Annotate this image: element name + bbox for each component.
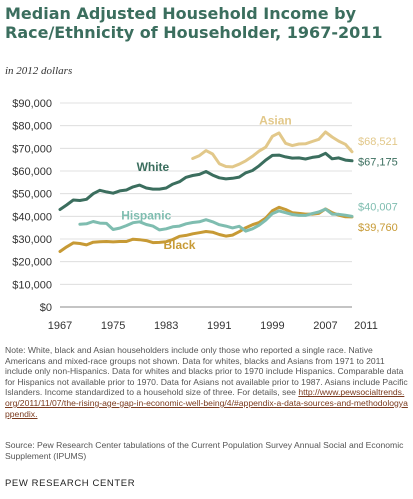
series-line-hispanic xyxy=(78,207,354,233)
series-lines xyxy=(58,130,354,253)
y-tick-label-40000: $40,000 xyxy=(12,211,52,223)
series-labels: White Asian Hispanic Black $67,175 $68,521 $40… xyxy=(121,114,398,253)
series-label-hispanic: Hispanic xyxy=(121,209,171,223)
y-tick-label-30000: $30,000 xyxy=(12,234,52,246)
series-label-white: White xyxy=(137,160,170,174)
y-tick-label-70000: $70,000 xyxy=(12,143,52,155)
organization-name: PEW RESEARCH CENTER xyxy=(5,478,136,489)
chart-note: Note: White, black and Asian householder… xyxy=(5,345,409,419)
x-tick-label-1983: 1983 xyxy=(154,320,178,332)
x-tick-label-1967: 1967 xyxy=(48,320,72,332)
end-value-black: $39,760 xyxy=(358,222,398,234)
chart-source: Source: Pew Research Center tabulations … xyxy=(5,440,404,461)
chart-title: Median Adjusted Household Income by Race… xyxy=(5,4,383,42)
note-text: Note: White, black and Asian householder… xyxy=(5,345,408,398)
x-tick-label-1991: 1991 xyxy=(207,320,231,332)
end-value-asian: $68,521 xyxy=(358,136,398,148)
x-tick-label-1999: 1999 xyxy=(260,320,284,332)
series-label-asian: Asian xyxy=(259,114,292,128)
x-tick-label-2007: 2007 xyxy=(313,320,337,332)
y-tick-label-90000: $90,000 xyxy=(12,98,52,110)
y-tick-label-80000: $80,000 xyxy=(12,121,52,133)
series-line-black xyxy=(58,205,354,253)
series-line-white xyxy=(58,151,354,211)
line-chart: $0 $10,000 $20,000 $30,000 $40,000 $50,000 $60… xyxy=(12,98,398,332)
y-tick-label-10000: $10,000 xyxy=(12,279,52,291)
x-tick-label-1975: 1975 xyxy=(101,320,125,332)
end-value-hispanic: $40,007 xyxy=(358,202,398,214)
x-axis-tick-labels: 1967 1975 1983 1991 1999 2007 2011 xyxy=(48,320,378,332)
gridlines xyxy=(60,102,352,308)
y-tick-label-20000: $20,000 xyxy=(12,257,52,269)
series-line-asian xyxy=(191,130,354,169)
end-value-white: $67,175 xyxy=(358,156,398,168)
y-tick-label-60000: $60,000 xyxy=(12,166,52,178)
series-label-black: Black xyxy=(163,238,195,252)
y-tick-label-0: $0 xyxy=(40,302,52,314)
y-tick-label-50000: $50,000 xyxy=(12,189,52,201)
x-tick-label-2011: 2011 xyxy=(354,320,378,332)
y-axis-tick-labels: $0 $10,000 $20,000 $30,000 $40,000 $50,000 $60… xyxy=(12,98,52,314)
chart-subtitle: in 2012 dollars xyxy=(5,65,73,77)
methodology-link[interactable]: http://www.pewsocialtrends.org/2011/11/0… xyxy=(5,387,408,419)
